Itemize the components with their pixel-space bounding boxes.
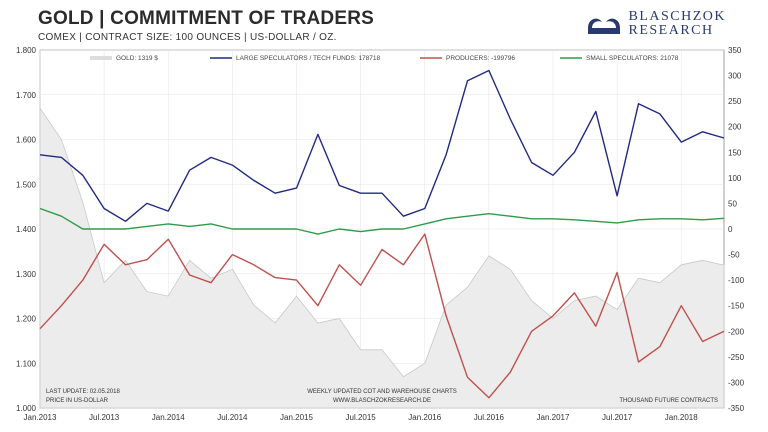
- y-right-tick-label: -50: [728, 251, 740, 260]
- y-right-tick-label: -100: [728, 276, 745, 285]
- x-tick-label: Jul.2014: [217, 413, 248, 422]
- y-right-tick-label: 100: [728, 174, 742, 183]
- series-lines-layer: [39, 69, 725, 399]
- footer-last-update: LAST UPDATE: 02.05.2018: [46, 389, 120, 395]
- footer-center-line-1: WEEKLY UPDATED COT AND WAREHOUSE CHARTS: [307, 389, 457, 395]
- x-ticks: Jan.2013 Jul.2013 Jan.2014 Jul.2014 Jan.2015…: [24, 413, 699, 422]
- y-left-tick-label: 1.700: [16, 91, 37, 100]
- y-left-tick-label: 1.500: [16, 180, 37, 189]
- y-right-tick-label: 200: [728, 123, 742, 132]
- series-line-small-speculators: [39, 207, 725, 235]
- footer-center-line-2: WWW.BLASCHZOKRESEARCH.DE: [333, 398, 431, 404]
- x-tick-label: Jan.2017: [537, 413, 570, 422]
- brand-logo: BLASCHZOK RESEARCH: [584, 10, 726, 38]
- y-right-tick-label: -300: [728, 378, 745, 387]
- y-right-tick-label: 300: [728, 72, 742, 81]
- y-left-tick-label: 1.100: [16, 359, 37, 368]
- y-left-tick-label: 1.800: [16, 46, 37, 55]
- y-right-tick-label: 250: [728, 97, 742, 106]
- page-title: GOLD | COMMITMENT OF TRADERS: [38, 8, 375, 29]
- y-left-tick-label: 1.000: [16, 404, 37, 413]
- y-right-tick-label: 350: [728, 46, 742, 55]
- legend: GOLD: 1319 $ LARGE SPECULATORS / TECH FUN…: [90, 55, 679, 62]
- logo-line-2: RESEARCH: [628, 23, 714, 38]
- y-left-ticks: 1.000 1.100 1.200 1.300 1.400 1.500 1.600 1.700…: [16, 46, 37, 413]
- y-right-tick-label: -150: [728, 302, 745, 311]
- series-area-gold: [39, 106, 725, 409]
- y-left-tick-label: 1.400: [16, 225, 37, 234]
- x-tick-label: Jul.2013: [89, 413, 120, 422]
- y-left-tick-label: 1.600: [16, 136, 37, 145]
- x-tick-label: Jan.2018: [665, 413, 698, 422]
- x-tick-label: Jan.2014: [152, 413, 185, 422]
- series-line-large-speculators: [39, 69, 725, 222]
- y-left-tick-label: 1.300: [16, 270, 37, 279]
- logo-emblem-icon: [588, 18, 621, 34]
- y-right-tick-label: -250: [728, 353, 745, 362]
- x-tick-label: Jul.2017: [602, 413, 633, 422]
- y-right-tick-label: -350: [728, 404, 745, 413]
- legend-label: GOLD: 1319 $: [116, 55, 158, 62]
- x-tick-label: Jul.2015: [346, 413, 377, 422]
- legend-label: SMALL SPECULATORS: 21078: [586, 55, 679, 62]
- x-tick-label: Jul.2016: [474, 413, 505, 422]
- y-right-tick-label: 150: [728, 148, 742, 157]
- legend-label: LARGE SPECULATORS / TECH FUNDS: 178718: [236, 55, 381, 62]
- legend-label: PRODUCERS: -199796: [446, 55, 515, 62]
- footer-price-note: PRICE IN US-DOLLAR: [46, 398, 109, 404]
- gold-price-area-layer: [39, 106, 725, 409]
- y-left-tick-label: 1.200: [16, 315, 37, 324]
- x-tick-label: Jan.2013: [24, 413, 57, 422]
- x-tick-label: Jan.2016: [408, 413, 441, 422]
- y-right-tick-label: 50: [728, 199, 737, 208]
- footer-right-note: THOUSAND FUTURE CONTRACTS: [619, 398, 718, 404]
- logo-line-1: BLASCHZOK: [628, 9, 726, 24]
- x-tick-label: Jan.2015: [280, 413, 313, 422]
- series-line-producers: [39, 233, 725, 399]
- y-right-tick-label: -200: [728, 327, 745, 336]
- y-right-tick-label: 0: [728, 225, 733, 234]
- y-right-ticks: 350 300 250 200 150 100 50 0 -50 -100 -150 -200 -250…: [728, 46, 745, 413]
- chart-subtitle: COMEX | CONTRACT SIZE: 100 OUNCES | US-D…: [38, 32, 337, 43]
